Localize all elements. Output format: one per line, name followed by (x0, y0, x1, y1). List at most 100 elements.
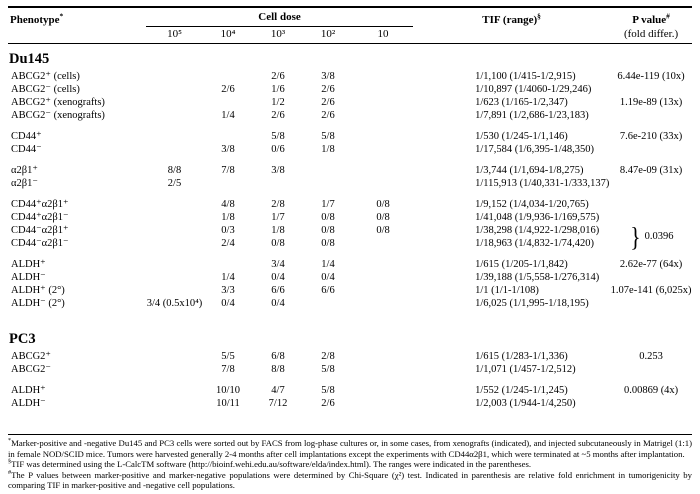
dose-value (353, 70, 413, 83)
dose-value (146, 237, 203, 250)
dose-value (353, 284, 413, 297)
dose-value (146, 258, 203, 271)
dose-value: 0/8 (271, 237, 285, 249)
dose-value (353, 109, 413, 122)
dose-value (146, 384, 203, 397)
footnote-text: The P values between marker-positive and… (8, 469, 692, 491)
dose-value (146, 130, 203, 143)
dose-value (353, 237, 413, 250)
dose-header-1e5: 10⁵ (146, 26, 203, 44)
footnote-pvalue: #The P values between marker-positive an… (8, 469, 692, 491)
dose-value: 3/4 (271, 258, 285, 270)
phenotype-label: CD44⁺ (11, 130, 42, 142)
dose-value (353, 130, 413, 143)
dose-value (353, 258, 413, 271)
phenotype-label: ALDH⁺ (2°) (11, 284, 65, 296)
dose-header-1e4: 10⁴ (203, 26, 253, 44)
dose-header-1e2: 10² (303, 26, 353, 44)
table-row: ABCG2⁺ (cells) 2/6 3/8 1/1,100 (1/415-1/2,9… (8, 70, 692, 83)
dose-value (203, 96, 253, 109)
tif-value: 1/18,963 (1/4,832-1/74,420) (475, 237, 595, 249)
dose-value: 0/4 (271, 297, 285, 309)
dose-value: 0/3 (221, 224, 235, 236)
tif-value: 1/9,152 (1/4,034-1/20,765) (475, 198, 589, 210)
dose-value: 2/6 (321, 109, 335, 121)
pvalue-value (610, 297, 692, 310)
tif-value: 1/39,188 (1/5,558-1/276,314) (475, 271, 600, 283)
tif-value: 1/552 (1/245-1/1,245) (475, 384, 568, 396)
col-header-phenotype: Phenotype* (8, 7, 146, 27)
phenotype-footnote-mark: * (59, 10, 64, 20)
footnote-sorting: *Marker-positive and -negative Du145 and… (8, 437, 692, 459)
tif-header-label: TIF (range) (482, 13, 538, 26)
tif-value: 1/38,298 (1/4,922-1/298,016) (475, 224, 600, 236)
pvalue-value: 7.6e-210 (33x) (619, 130, 683, 142)
dose-value (146, 224, 203, 237)
dose-value: 3/8 (271, 164, 285, 176)
dose-value (146, 109, 203, 122)
tif-value: 1/530 (1/245-1/1,146) (475, 130, 568, 142)
dose-value: 2/5 (167, 177, 182, 189)
dose-value: 2/6 (321, 83, 335, 95)
dose-value: 2/6 (271, 109, 285, 121)
phenotype-header-label: Phenotype (10, 13, 60, 26)
pvalue-value (610, 198, 692, 211)
dose-value: 0/6 (271, 143, 285, 155)
dose-value: 7/8 (221, 164, 235, 176)
pvalue-value: 6.44e-119 (10x) (617, 70, 685, 82)
dose-value (146, 143, 203, 156)
pvalue-value (610, 177, 692, 190)
dose-value: 5/5 (221, 350, 235, 362)
cell-dose-header-label: Cell dose (258, 11, 301, 23)
phenotype-label: ALDH⁻ (2°) (11, 297, 65, 309)
phenotype-label: ALDH⁻ (11, 397, 46, 409)
table-row: CD44⁺α2β1⁺ 4/8 2/8 1/7 0/8 1/9,152 (1/4,034-1… (8, 198, 692, 211)
dose-value: 3/3 (221, 284, 235, 296)
tif-footnote-mark: § (537, 10, 541, 20)
dose-value (146, 83, 203, 96)
dose-value (303, 164, 353, 177)
pvalue-subheader: (fold differ.) (610, 26, 693, 44)
pvalue-value (610, 83, 692, 96)
dose-value: 6/6 (271, 284, 285, 296)
dose-value: 4/8 (221, 198, 235, 210)
dose-value (146, 198, 203, 211)
table-row: CD44⁻α2β1⁻ 2/4 0/8 0/8 1/18,963 (1/4,832-1/7… (8, 237, 692, 250)
dose-value (146, 284, 203, 297)
section-row: PC3 (8, 310, 692, 350)
tif-value: 1/2,003 (1/944-1/4,250) (475, 397, 576, 409)
phenotype-label: ABCG2⁺ (xenografts) (11, 96, 105, 108)
pvalue-value: 2.62e-77 (64x) (619, 258, 683, 270)
tif-value: 1/17,584 (1/6,395-1/48,350) (475, 143, 595, 155)
empty-header-cell (8, 26, 146, 44)
tif-value: 1/1 (1/1-1/108) (475, 284, 539, 296)
table-row: CD44⁺α2β1⁻ 1/8 1/7 0/8 0/8 1/41,048 (1/9,936-… (8, 211, 692, 224)
dose-value: 10/10 (216, 384, 240, 396)
dose-value (353, 83, 413, 96)
dose-value: 7/12 (268, 397, 288, 409)
tif-value: 1/6,025 (1/1,995-1/18,195) (475, 297, 589, 309)
pvalue-value (610, 271, 692, 284)
dose-value: 0/8 (321, 211, 335, 223)
dose-value (353, 297, 413, 310)
table-row: α2β1⁻ 2/5 1/115,913 (1/40,331-1/333,137) (8, 177, 692, 190)
pvalue-value (610, 109, 692, 122)
col-header-pvalue: P value# (610, 7, 692, 27)
phenotype-label: CD44⁺α2β1⁺ (11, 198, 69, 210)
dose-value: 6/6 (321, 284, 335, 296)
spacer-row (8, 122, 692, 130)
phenotype-label: CD44⁻α2β1⁻ (11, 237, 69, 249)
dose-value: 2/4 (221, 237, 235, 249)
tif-value: 1/3,744 (1/1,694-1/8,275) (475, 164, 584, 176)
phenotype-label: ABCG2⁺ (11, 350, 51, 362)
dose-value: 2/6 (271, 70, 285, 82)
footnote-text: TIF was determined using the L-CalcTM so… (11, 459, 532, 470)
header-row-main: Phenotype* Cell dose TIF (range)§ P valu… (8, 7, 692, 27)
spacer-row (8, 376, 692, 384)
tif-value: 1/7,891 (1/2,686-1/23,183) (475, 109, 589, 121)
pvalue-value (610, 143, 692, 156)
dose-value (353, 271, 413, 284)
table-row: ABCG2⁺ (xenografts) 1/2 2/6 1/623 (1/165-1/… (8, 96, 692, 109)
spacer-row (8, 190, 692, 198)
phenotype-label: CD44⁺α2β1⁻ (11, 211, 69, 223)
